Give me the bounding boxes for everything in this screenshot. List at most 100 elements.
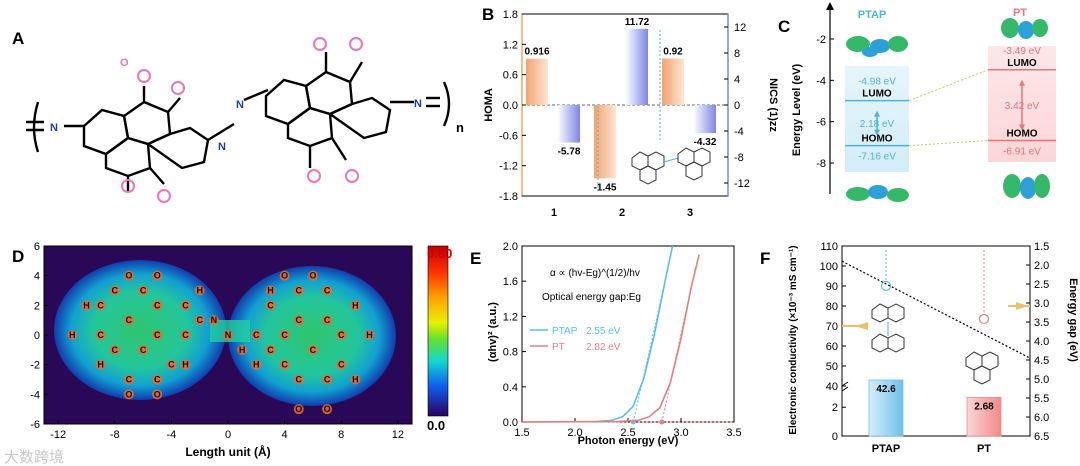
arrow-right-axis-indicator: [1016, 302, 1028, 310]
d-ytick-label: 2: [34, 300, 40, 312]
d-atom-dot: [152, 330, 163, 340]
d-ytick-label: -2: [30, 360, 40, 372]
d-atom-label: C: [126, 315, 133, 325]
f-ytick-right-label: 5.0: [1034, 374, 1049, 386]
b-category-label: 3: [687, 207, 693, 219]
orbital-ptap-lumo: [846, 36, 908, 57]
d-atom-label: H: [267, 286, 274, 296]
chart-e-legend: PTAP 2.55 eV PT 2.82 eV: [530, 326, 621, 353]
orbital-ptap-homo: [846, 185, 909, 202]
d-atom-dot: [194, 315, 205, 326]
c-gap-label: 2.18 eV: [860, 119, 895, 130]
b-bar-homa: [594, 105, 616, 179]
d-atom-label: O: [154, 389, 161, 399]
b-ytick-right-label: 4: [734, 74, 740, 86]
d-atom-label: C: [140, 286, 147, 296]
c-ytick-label: -2: [816, 34, 826, 46]
chart-c-pt-title: PT: [1013, 7, 1027, 19]
chart-e: (αhv)² (a.u.) Photon energy (eV) α ∝ (hv…: [487, 241, 742, 447]
b-ytick-right-label: -12: [734, 178, 750, 190]
d-atom-dot: [123, 270, 134, 281]
d-atom-label: C: [154, 300, 161, 310]
panel-label-d: D: [12, 247, 24, 266]
d-atom-label: C: [182, 330, 189, 340]
b-ytick-right-label: 8: [734, 48, 740, 60]
panel-label-e: E: [470, 249, 481, 268]
d-atom-dot: [265, 300, 276, 311]
e-tangent-line: [632, 281, 666, 423]
d-atom-label: H: [83, 300, 90, 310]
c-lumo-value: -4.98 eV: [858, 77, 896, 88]
e-tangent-line: [661, 285, 693, 423]
b-ytick-label: 0.6: [503, 70, 518, 82]
c-homo-value: -6.91 eV: [1003, 146, 1041, 157]
e-ytick-label: 0.4: [503, 382, 518, 394]
f-ytick-label: 70: [826, 321, 838, 333]
d-xtick-label: 12: [392, 429, 404, 441]
b-ytick-right-label: -8: [734, 152, 744, 164]
atom-n-azo-1: N: [218, 141, 226, 153]
d-atom-label: C: [296, 375, 303, 385]
d-atom-label: C: [281, 360, 288, 370]
d-atom-label: O: [154, 271, 161, 281]
d-atom-dot: [322, 404, 333, 415]
b-bar-homa-label: 0.92: [663, 46, 683, 57]
b-ytick-label: -0.6: [499, 130, 518, 142]
d-atom-dot: [237, 344, 248, 355]
colorbar-max: 0.80: [427, 246, 452, 261]
d-atom-dot: [152, 300, 163, 311]
d-atom-dot: [95, 300, 106, 311]
chart-f-cat-pt: PT: [977, 443, 991, 455]
b-ytick-right-label: 12: [734, 22, 746, 34]
f-ytick-right-label: 5.5: [1034, 393, 1049, 405]
chart-d-colorbar: [427, 245, 449, 417]
c-gap-label: 3.42 eV: [1005, 101, 1040, 112]
d-atom-dot: [123, 315, 134, 326]
d-atom-dot: [180, 330, 191, 340]
d-atom-label: C: [324, 315, 331, 325]
c-ytick-label: -8: [816, 158, 826, 170]
d-xtick-label: -4: [166, 429, 176, 441]
d-atom-label: O: [295, 404, 302, 414]
d-xtick-label: 8: [338, 429, 344, 441]
d-atom-label: C: [126, 375, 133, 385]
d-atom-dot: [152, 374, 163, 385]
b-bar-homa-label: 0.916: [524, 47, 549, 58]
b-ytick-label: -1.8: [499, 191, 518, 203]
density-blob-left: [54, 260, 226, 400]
d-atom-label: C: [338, 360, 345, 370]
e-xtick-label: 2.5: [620, 427, 635, 439]
d-atom-dot: [152, 270, 163, 281]
b-ytick-label: -1.2: [499, 161, 518, 173]
f-ytick-right-label: 2.5: [1034, 279, 1049, 291]
d-atom-label: H: [69, 330, 76, 340]
e-ytick-label: 0.8: [503, 347, 518, 359]
d-atom-label: C: [140, 345, 147, 355]
d-atom-dot: [223, 330, 233, 340]
d-ytick-label: 6: [34, 241, 40, 253]
d-atom-dot: [293, 404, 304, 415]
e-xtick-label: 1.5: [514, 427, 529, 439]
chart-b-molecule: [631, 147, 711, 185]
legend-ptap: PTAP: [552, 326, 578, 337]
b-category-label: 2: [619, 207, 625, 219]
chart-f-pt-molecule: [965, 351, 999, 385]
d-atom-dot: [123, 389, 134, 400]
legend-ptap-gap: 2.55 eV: [586, 326, 621, 337]
d-atom-dot: [293, 374, 304, 385]
b-ytick-label: 1.2: [503, 39, 518, 51]
chart-e-formula: α ∝ (hv-Eg)^(1/2)/hv: [550, 268, 640, 279]
c-homo-connector: [908, 139, 989, 147]
d-atom-dot: [293, 315, 304, 326]
d-atom-dot: [138, 344, 149, 355]
d-atom-label: C: [182, 300, 189, 310]
d-xtick-label: 0: [225, 429, 231, 441]
d-ytick-label: -4: [30, 389, 40, 401]
d-atom-label: H: [352, 300, 359, 310]
d-atom-dot: [307, 344, 318, 355]
panel-label-b: B: [482, 5, 494, 24]
d-atom-dot: [307, 270, 318, 281]
d-xtick-label: -12: [50, 429, 66, 441]
